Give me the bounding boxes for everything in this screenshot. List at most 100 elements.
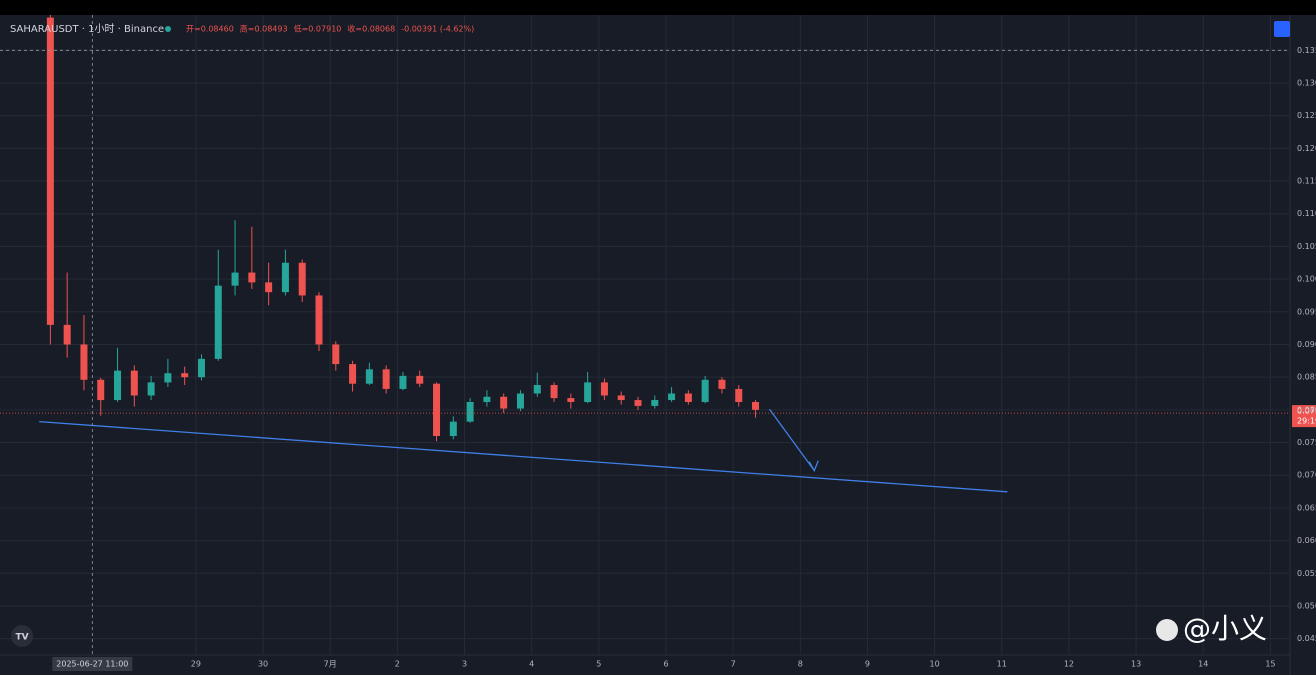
candle-body (315, 295, 323, 345)
y-tick-label: 0.105 (1297, 242, 1316, 251)
legend-value: 收=0.08068 (347, 24, 395, 34)
candle-body (46, 17, 54, 325)
symbol: SAHARAUSDT · 1小时 · Binance (10, 23, 164, 35)
watermark-icon (1156, 619, 1178, 641)
x-tick-label: 7月 (324, 660, 337, 669)
candle-body (248, 272, 256, 283)
candle-body (181, 373, 189, 378)
candle-body (701, 379, 709, 403)
candle-body (231, 272, 239, 286)
candle-body (399, 375, 407, 389)
x-tick-label: 4 (529, 660, 534, 669)
legend-value: -0.00391 (-4.62%) (401, 25, 474, 34)
candle-body (634, 400, 642, 406)
candle-body (533, 385, 541, 394)
candle-body (651, 400, 659, 406)
watermark: @小义 (1183, 612, 1267, 645)
y-tick-label: 0.120 (1297, 144, 1316, 153)
x-tick-label: 12 (1064, 660, 1074, 669)
candle-body (214, 285, 222, 359)
top-bar (0, 0, 1316, 15)
candle-body (281, 262, 289, 293)
candle-body (332, 344, 340, 365)
candle-body (197, 358, 205, 378)
candle-body (114, 370, 122, 401)
plot (46, 15, 760, 442)
legend-value: 开=0.08460 (186, 25, 234, 34)
candle-body (684, 393, 692, 403)
candle-body (433, 383, 441, 437)
x-tick-label: 14 (1198, 660, 1208, 669)
crosshair-x-box (52, 657, 133, 671)
candle-body (365, 369, 373, 384)
x-tick-label: 11 (997, 660, 1007, 669)
last-price-box (1292, 405, 1316, 428)
candle-body (147, 382, 155, 396)
legend: 开=0.08460 高=0.08493 低=0.07910 收=0.08068 -0.0… (186, 24, 474, 34)
x-tick-label: 6 (663, 660, 668, 669)
candle-body (416, 375, 424, 384)
arrow-head (808, 460, 819, 473)
y-tick-label: 0.125 (1297, 111, 1316, 120)
x-tick-label: 8 (798, 660, 803, 669)
x-tick-label: 30 (258, 660, 268, 669)
y-tick-label: 0.135 (1297, 46, 1316, 55)
y-tick-label: 0.085 (1297, 373, 1316, 382)
x-tick-label: 9 (865, 660, 870, 669)
y-tick-label: 0.100 (1297, 275, 1316, 284)
x-tick-label: 3 (462, 660, 467, 669)
last-price-label: 0.0795 (1297, 407, 1316, 416)
candle-body (349, 364, 357, 384)
y-tick-label: 0.115 (1297, 177, 1316, 186)
y-tick-label: 0.080 (1297, 405, 1316, 414)
tv-logo[interactable] (11, 625, 33, 647)
candle-body (80, 344, 88, 380)
candle-body (752, 402, 760, 410)
y-tick-label: 0.070 (1297, 471, 1316, 480)
candle-body (466, 402, 474, 422)
y-tick-label: 0.055 (1297, 569, 1316, 578)
overlay: 2025-06-27 11:00 0.079529:19 (0, 15, 1316, 671)
candle-body (265, 282, 273, 293)
y-tick-label: 0.090 (1297, 340, 1316, 349)
y-tick-label: 0.110 (1297, 209, 1316, 218)
countdown: 29:19 (1297, 417, 1316, 426)
x-tick-label: 13 (1131, 660, 1141, 669)
candle-body (550, 385, 558, 399)
crosshair-x-label: 2025-06-27 11:00 (56, 660, 128, 669)
y-tick-label: 0.060 (1297, 536, 1316, 545)
settings-button[interactable] (1274, 21, 1290, 37)
legend-value: 低=0.07910 (294, 24, 342, 34)
x-tick-label: 7 (731, 660, 736, 669)
y-tick-label: 0.075 (1297, 438, 1316, 447)
candle-body (164, 373, 172, 383)
candle-body (718, 379, 726, 389)
candle-body (298, 262, 306, 296)
x-tick-label: 29 (191, 660, 201, 669)
candle-body (584, 382, 592, 403)
candle-body (97, 379, 105, 401)
trend-line (39, 420, 1008, 493)
candle-body (516, 393, 524, 409)
candle-body (483, 396, 491, 403)
chart-background (0, 15, 1316, 675)
y-tick-label: 0.095 (1297, 307, 1316, 316)
y-tick-label: 0.050 (1297, 601, 1316, 610)
x-tick-label: 5 (596, 660, 601, 669)
candle-body (382, 369, 390, 389)
candle-body (600, 382, 608, 396)
candle-body (567, 398, 575, 403)
candle-body (735, 388, 743, 403)
candle-body (668, 393, 676, 401)
candle-body (500, 396, 508, 409)
y-tick-label: 0.130 (1297, 78, 1316, 87)
x-tick-label: 2 (395, 660, 400, 669)
tv-logo-text: TV (15, 633, 28, 643)
legend-value: 高=0.08493 (240, 24, 288, 34)
candle-body (449, 421, 457, 437)
x-tick-label: 15 (1265, 660, 1275, 669)
candle-body (63, 324, 71, 345)
y-tick-label: 0.045 (1297, 634, 1316, 643)
candle-body (617, 395, 625, 401)
